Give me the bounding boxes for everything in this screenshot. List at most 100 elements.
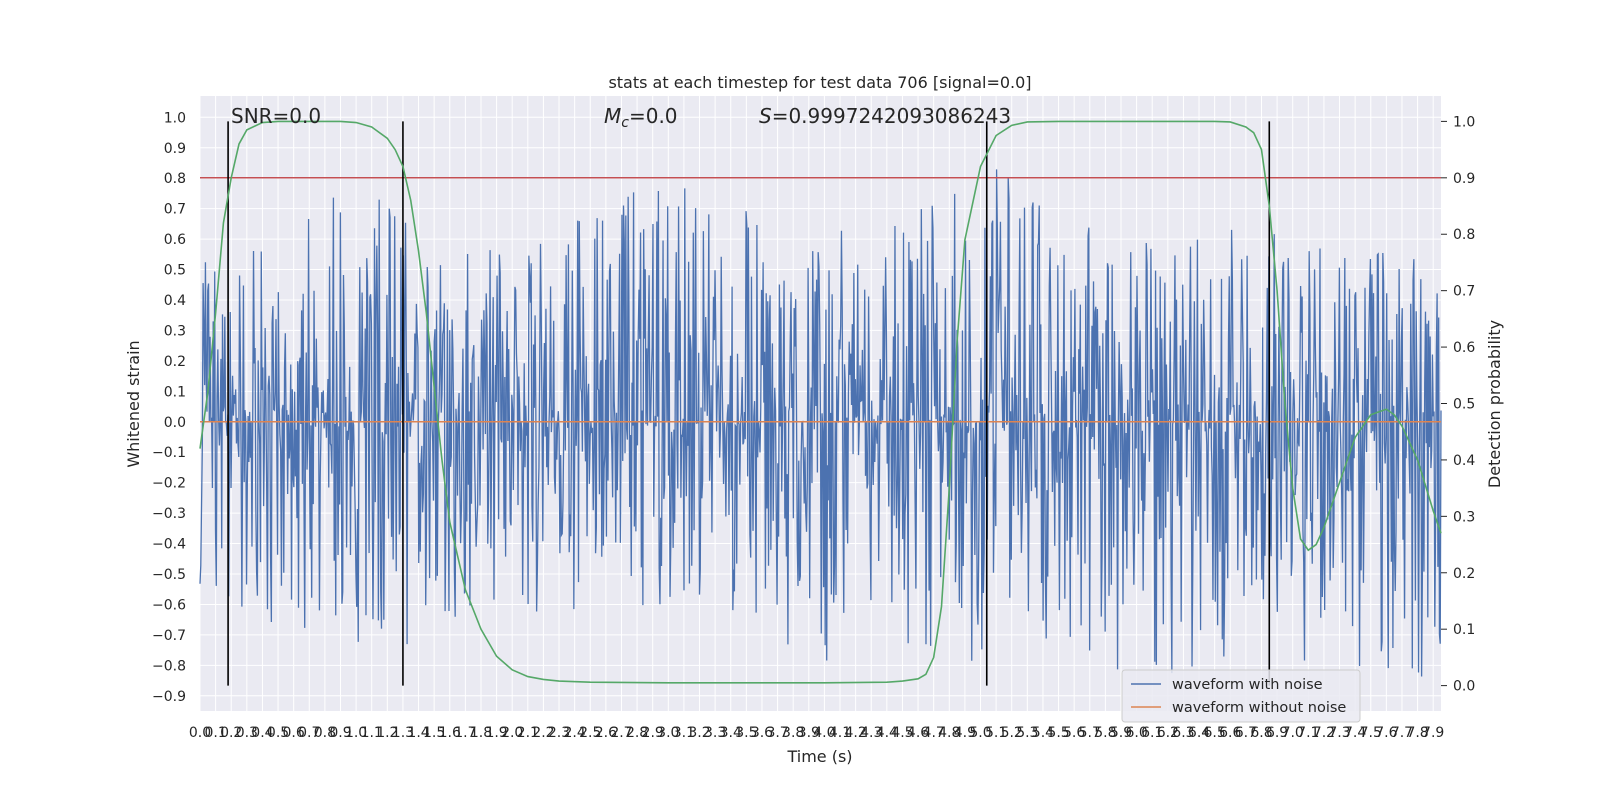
y2-tick-label: 0.0 [1453,679,1475,695]
chirp-mass-value: =0.0 [629,104,678,128]
x-tick-label: 6.2 [1157,725,1179,741]
x-tick-label: 1.2 [376,725,398,741]
x-tick-label: 2.2 [532,725,554,741]
x-tick-label: 5.2 [1001,725,1023,741]
y-tick-label: −0.5 [152,567,186,583]
x-tick-label: 5.1 [985,725,1007,741]
legend-label-noisy: waveform with noise [1172,677,1323,693]
x-tick-label: 3.1 [673,725,695,741]
x-tick-label: 2.9 [642,725,664,741]
y2-tick-label: 1.0 [1453,114,1475,130]
x-tick-label: 7.7 [1391,725,1413,741]
x-tick-label: 2.5 [579,725,601,741]
x-tick-label: 5.5 [1047,725,1069,741]
x-tick-label: 6.5 [1204,725,1226,741]
x-tick-label: 1.7 [454,725,476,741]
x-tick-label: 5.0 [969,725,991,741]
x-tick-label: 4.5 [891,725,913,741]
x-tick-label: 3.8 [782,725,804,741]
legend-box [1121,669,1361,723]
statistic-symbol: S [759,104,772,128]
x-tick-label: 7.2 [1313,725,1335,741]
x-tick-label: 3.6 [751,725,773,741]
x-tick-label: 0.2 [220,725,242,741]
x-tick-label: 3.7 [766,725,788,741]
x-tick-label: 2.3 [548,725,570,741]
y2-tick-label: 0.5 [1453,397,1475,413]
y-tick-label: −0.7 [152,628,186,644]
y-axis-ticks: 1.0 0.9 0.8 0.7 0.6 0.5 0.4 0.3 0.2 0.1 0.0 −0.1 −0.… [152,110,186,704]
x-axis-label: Time (s) [786,747,852,766]
x-tick-label: 6.0 [1125,725,1147,741]
x-tick-label: 4.3 [860,725,882,741]
x-tick-label: 0.3 [236,725,258,741]
x-tick-label: 6.6 [1219,725,1241,741]
x-tick-label: 0.0 [189,725,211,741]
x-tick-label: 2.6 [595,725,617,741]
x-tick-label: 7.3 [1328,725,1350,741]
x-tick-label: 2.0 [501,725,523,741]
x-tick-label: 7.6 [1375,725,1397,741]
y-tick-label: 1.0 [164,110,186,126]
x-tick-label: 5.8 [1094,725,1116,741]
y2-axis-ticks: 1.0 0.9 0.8 0.7 0.6 0.5 0.4 0.3 0.2 0.1 0.0 [1441,114,1475,695]
x-tick-label: 4.7 [923,725,945,741]
x-tick-label: 0.8 [314,725,336,741]
x-tick-label: 3.4 [720,725,742,741]
y-tick-label: 0.3 [164,323,186,339]
series-detection-probability [199,120,1442,684]
y-tick-label: 0.5 [164,263,186,279]
x-tick-label: 3.2 [688,725,710,741]
y-tick-label: −0.9 [152,689,186,705]
x-tick-label: 5.7 [1079,725,1101,741]
y-axis-label: Whitened strain [124,340,143,467]
x-tick-label: 7.0 [1282,725,1304,741]
y-tick-label: 0.2 [164,354,186,370]
x-tick-label: 4.6 [907,725,929,741]
x-tick-label: 2.4 [564,725,586,741]
x-tick-label: 5.6 [1063,725,1085,741]
x-tick-label: 4.9 [954,725,976,741]
x-tick-label: 1.3 [392,725,414,741]
x-tick-label: 3.0 [657,725,679,741]
x-tick-label: 1.0 [345,725,367,741]
x-tick-label: 1.9 [485,725,507,741]
x-tick-label: 7.4 [1344,725,1366,741]
y-tick-label: 0.6 [164,232,186,248]
chirp-mass-annotation: Mc=0.0 [604,104,678,131]
plot-content [199,120,1442,686]
x-tick-label: 6.7 [1235,725,1257,741]
y-tick-label: 0.8 [164,171,186,187]
y2-tick-label: 0.9 [1453,171,1475,187]
x-tick-label: 3.5 [735,725,757,741]
y-tick-label: 0.4 [164,293,186,309]
y-tick-label: 0.9 [164,141,186,157]
x-tick-label: 1.4 [407,725,429,741]
x-tick-label: 4.2 [844,725,866,741]
y-tick-label: 0.7 [164,202,186,218]
x-tick-label: 1.1 [361,725,383,741]
x-tick-label: 5.4 [1032,725,1054,741]
x-tick-label: 0.4 [251,725,273,741]
x-tick-label: 5.3 [1016,725,1038,741]
y-tick-label: −0.1 [152,445,186,461]
x-tick-label: 0.6 [283,725,305,741]
y-tick-label: 0.0 [164,415,186,431]
x-tick-label: 7.5 [1360,725,1382,741]
x-tick-label: 3.9 [798,725,820,741]
x-tick-label: 0.5 [267,725,289,741]
snr-annotation: SNR=0.0 [231,104,321,128]
y2-tick-label: 0.7 [1453,284,1475,300]
x-tick-label: 6.4 [1188,725,1210,741]
x-tick-label: 4.1 [829,725,851,741]
statistic-value: =0.9997242093086243 [772,104,1011,128]
y-tick-label: −0.8 [152,658,186,674]
y2-axis-label: Detection probability [1485,320,1504,488]
legend: waveform with noise waveform without noi… [1121,669,1361,723]
x-tick-label: 4.4 [876,725,898,741]
x-tick-label: 6.9 [1266,725,1288,741]
x-tick-label: 2.7 [610,725,632,741]
x-tick-label: 3.3 [704,725,726,741]
